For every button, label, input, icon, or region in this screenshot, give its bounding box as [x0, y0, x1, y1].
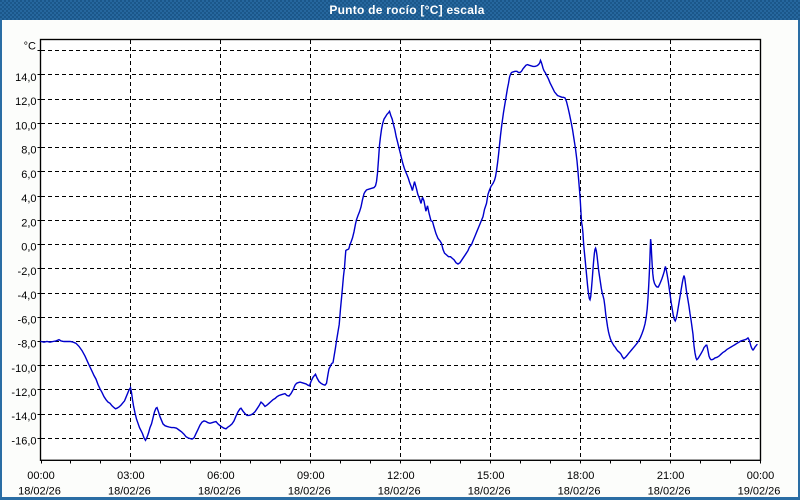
svg-text:-4,0: -4,0 — [18, 290, 37, 302]
svg-text:10,0: 10,0 — [15, 120, 36, 132]
svg-text:21:00: 21:00 — [657, 470, 685, 482]
svg-text:12,0: 12,0 — [15, 96, 36, 108]
svg-text:09:00: 09:00 — [297, 470, 325, 482]
svg-text:-14,0: -14,0 — [11, 411, 36, 423]
svg-text:2,0: 2,0 — [21, 217, 36, 229]
svg-text:19/02/26: 19/02/26 — [738, 485, 781, 497]
svg-text:-12,0: -12,0 — [11, 387, 36, 399]
svg-text:15:00: 15:00 — [477, 470, 505, 482]
svg-text:18/02/26: 18/02/26 — [288, 485, 331, 497]
svg-text:18/02/26: 18/02/26 — [108, 485, 151, 497]
svg-text:18/02/26: 18/02/26 — [378, 485, 421, 497]
svg-text:00:00: 00:00 — [747, 470, 775, 482]
svg-text:0,0: 0,0 — [21, 242, 36, 254]
svg-text:8,0: 8,0 — [21, 145, 36, 157]
svg-text:12:00: 12:00 — [387, 470, 415, 482]
svg-text:18/02/26: 18/02/26 — [558, 485, 601, 497]
svg-text:18/02/26: 18/02/26 — [198, 485, 241, 497]
svg-text:°C: °C — [24, 41, 36, 53]
svg-text:14,0: 14,0 — [15, 72, 36, 84]
svg-text:-16,0: -16,0 — [11, 436, 36, 448]
svg-text:18/02/26: 18/02/26 — [18, 485, 61, 497]
svg-text:03:00: 03:00 — [117, 470, 145, 482]
svg-text:06:00: 06:00 — [207, 470, 235, 482]
svg-text:-8,0: -8,0 — [18, 339, 37, 351]
svg-text:-2,0: -2,0 — [18, 266, 37, 278]
svg-text:18/02/26: 18/02/26 — [648, 485, 691, 497]
svg-text:-6,0: -6,0 — [18, 314, 37, 326]
svg-text:00:00: 00:00 — [27, 470, 55, 482]
svg-text:6,0: 6,0 — [21, 169, 36, 181]
svg-text:18:00: 18:00 — [567, 470, 595, 482]
svg-text:4,0: 4,0 — [21, 193, 36, 205]
svg-text:-10,0: -10,0 — [11, 363, 36, 375]
svg-text:18/02/26: 18/02/26 — [468, 485, 511, 497]
